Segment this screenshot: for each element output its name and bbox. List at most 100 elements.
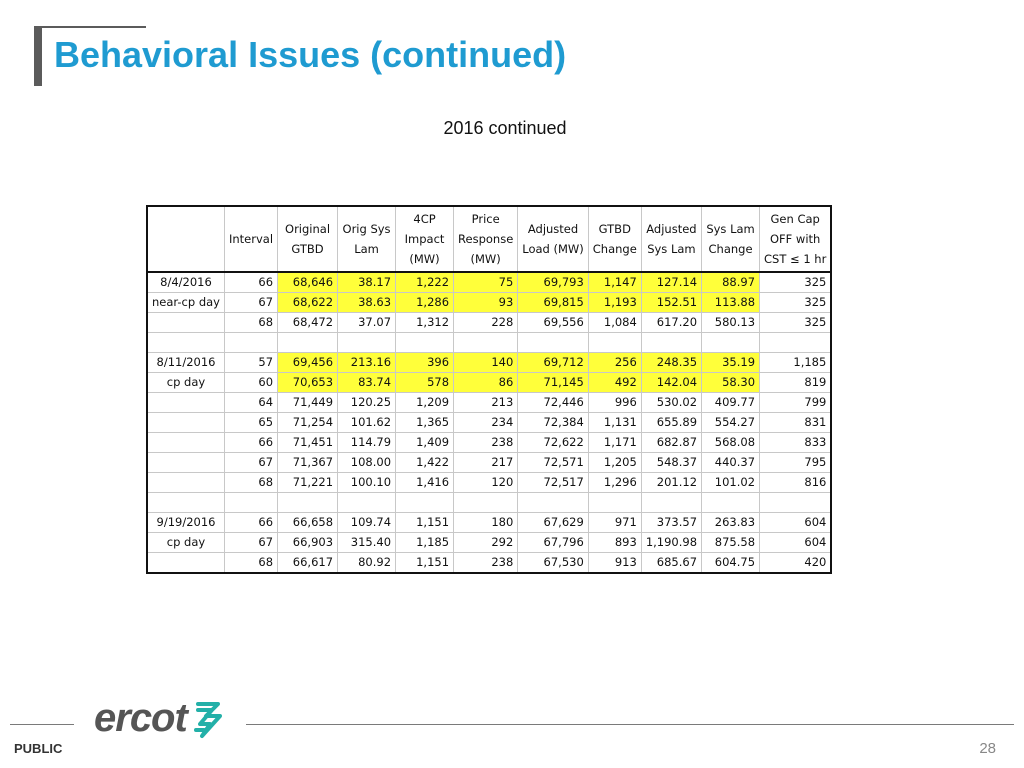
table-header-cell: 4CP Impact (MW) xyxy=(395,205,455,273)
cell-impact-4cp: 1,312 xyxy=(395,312,455,333)
empty-cell xyxy=(453,492,519,513)
cell-impact-4cp: 396 xyxy=(395,352,455,373)
cell-orig-sys-lam: 315.40 xyxy=(337,532,397,553)
cell-date: 8/11/2016 xyxy=(146,352,225,373)
cell-adjusted-load: 72,384 xyxy=(517,412,589,433)
cell-gtbd-change: 492 xyxy=(587,372,642,393)
cell-price-response: 140 xyxy=(453,352,519,373)
cell-impact-4cp: 1,185 xyxy=(395,532,455,553)
cell-orig-sys-lam: 38.17 xyxy=(337,271,397,293)
cell-date xyxy=(146,432,225,453)
empty-cell xyxy=(517,332,589,353)
cell-gtbd-change: 893 xyxy=(587,532,642,553)
empty-cell xyxy=(146,332,225,353)
table-body: 8/4/2016 66 68,646 38.17 1,222 75 69,793 1,147 1… xyxy=(146,271,832,574)
cell-price-response: 292 xyxy=(453,532,519,553)
cell-original-gtbd: 70,653 xyxy=(277,372,339,393)
table-spacer-row xyxy=(146,332,832,353)
ercot-logo-text: ercot xyxy=(94,696,188,740)
cell-impact-4cp: 578 xyxy=(395,372,455,393)
cell-gtbd-change: 256 xyxy=(587,352,642,373)
cell-adjusted-sys-lam: 548.37 xyxy=(640,452,703,473)
table-header-cell: Adjusted Sys Lam xyxy=(640,205,703,273)
cell-gtbd-change: 913 xyxy=(587,552,642,574)
empty-cell xyxy=(453,332,519,353)
cell-gtbd-change: 1,205 xyxy=(587,452,642,473)
empty-cell xyxy=(759,332,832,353)
cell-sys-lam-change: 409.77 xyxy=(701,392,761,413)
cell-adjusted-load: 72,446 xyxy=(517,392,589,413)
table-spacer-row xyxy=(146,492,832,513)
cell-interval: 64 xyxy=(223,392,279,413)
header-line: Response xyxy=(458,232,514,246)
cell-orig-sys-lam: 108.00 xyxy=(337,452,397,473)
empty-cell xyxy=(223,492,279,513)
header-line: Original xyxy=(285,222,331,236)
table-header-cell: GTBD Change xyxy=(587,205,642,273)
header-line: Sys Lam xyxy=(647,242,696,256)
cell-sys-lam-change: 875.58 xyxy=(701,532,761,553)
cell-sys-lam-change: 88.97 xyxy=(701,271,761,293)
header-line: GTBD xyxy=(598,222,631,236)
cell-adjusted-load: 71,145 xyxy=(517,372,589,393)
cell-adjusted-load: 72,517 xyxy=(517,472,589,493)
cell-sys-lam-change: 35.19 xyxy=(701,352,761,373)
cell-price-response: 93 xyxy=(453,292,519,313)
cell-adjusted-sys-lam: 127.14 xyxy=(640,271,703,293)
table-row: 64 71,449 120.25 1,209 213 72,446 996 530.02 409… xyxy=(146,392,832,413)
cell-gtbd-change: 1,084 xyxy=(587,312,642,333)
title-accent-line xyxy=(34,26,146,28)
header-line: Sys Lam xyxy=(706,222,755,236)
cell-sys-lam-change: 440.37 xyxy=(701,452,761,473)
cell-date: 9/19/2016 xyxy=(146,512,225,533)
cell-price-response: 120 xyxy=(453,472,519,493)
table-header-cell: Interval xyxy=(223,205,279,273)
cell-date xyxy=(146,412,225,433)
cell-impact-4cp: 1,365 xyxy=(395,412,455,433)
empty-cell xyxy=(640,332,703,353)
table-header-row: Interval Original GTBD Orig Sys Lam 4CP Impact… xyxy=(146,205,832,273)
cell-price-response: 234 xyxy=(453,412,519,433)
data-table: Interval Original GTBD Orig Sys Lam 4CP Impact… xyxy=(146,205,833,574)
cell-gtbd-change: 1,296 xyxy=(587,472,642,493)
cell-adjusted-sys-lam: 530.02 xyxy=(640,392,703,413)
cell-adjusted-sys-lam: 248.35 xyxy=(640,352,703,373)
cell-date: 8/4/2016 xyxy=(146,271,225,293)
cell-interval: 66 xyxy=(223,512,279,533)
cell-gtbd-change: 996 xyxy=(587,392,642,413)
cell-sys-lam-change: 568.08 xyxy=(701,432,761,453)
header-line: Impact xyxy=(404,232,445,246)
table-header-cell: Original GTBD xyxy=(277,205,339,273)
cell-orig-sys-lam: 100.10 xyxy=(337,472,397,493)
cell-interval: 68 xyxy=(223,552,279,574)
cell-gen-cap-off: 325 xyxy=(759,271,832,293)
header-line: CST ≤ 1 hr xyxy=(764,252,827,266)
cell-gen-cap-off: 420 xyxy=(759,552,832,574)
header-line: Price xyxy=(471,212,500,226)
cell-original-gtbd: 66,658 xyxy=(277,512,339,533)
cell-sys-lam-change: 554.27 xyxy=(701,412,761,433)
table-row: near-cp day 67 68,622 38.63 1,286 93 69,815 1,1… xyxy=(146,292,832,313)
cell-orig-sys-lam: 114.79 xyxy=(337,432,397,453)
cell-sys-lam-change: 604.75 xyxy=(701,552,761,574)
cell-original-gtbd: 68,472 xyxy=(277,312,339,333)
cell-price-response: 213 xyxy=(453,392,519,413)
table-header-cell: Gen Cap OFF with CST ≤ 1 hr xyxy=(759,205,832,273)
cell-original-gtbd: 71,221 xyxy=(277,472,339,493)
header-line: Gen Cap xyxy=(770,212,820,226)
page-number: 28 xyxy=(979,740,996,757)
table-row: 65 71,254 101.62 1,365 234 72,384 1,131 655.89 5… xyxy=(146,412,832,433)
header-line: GTBD xyxy=(291,242,324,256)
header-line: Change xyxy=(708,242,753,256)
cell-orig-sys-lam: 83.74 xyxy=(337,372,397,393)
cell-gen-cap-off: 1,185 xyxy=(759,352,832,373)
empty-cell xyxy=(337,332,397,353)
cell-impact-4cp: 1,222 xyxy=(395,271,455,293)
cell-sys-lam-change: 580.13 xyxy=(701,312,761,333)
cell-gen-cap-off: 816 xyxy=(759,472,832,493)
cell-interval: 67 xyxy=(223,452,279,473)
cell-adjusted-load: 69,815 xyxy=(517,292,589,313)
cell-original-gtbd: 66,617 xyxy=(277,552,339,574)
cell-impact-4cp: 1,416 xyxy=(395,472,455,493)
empty-cell xyxy=(517,492,589,513)
